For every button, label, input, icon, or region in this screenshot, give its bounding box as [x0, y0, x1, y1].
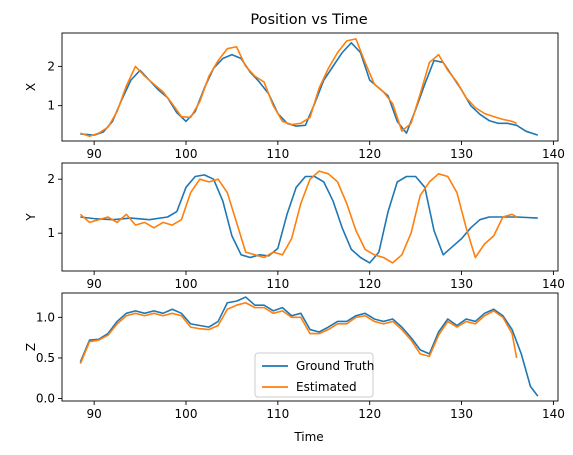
y-tick-label: 1: [47, 99, 55, 113]
series-line-ground-truth: [79, 296, 539, 397]
figure-title: Position vs Time: [250, 12, 367, 28]
y-tick-label: 2: [47, 59, 55, 73]
y-axis-label: Z: [24, 343, 38, 351]
axes-frame: [61, 292, 559, 402]
x-tick-label: 110: [266, 277, 289, 291]
y-tick-label: 1: [47, 226, 55, 240]
x-tick-label: 90: [87, 277, 102, 291]
x-tick-label: 140: [542, 147, 565, 161]
x-tick-label: 90: [87, 407, 102, 421]
x-tick-label: 130: [450, 147, 473, 161]
axes-frame: [61, 32, 559, 142]
y-tick-label: 0.5: [36, 351, 55, 365]
subplot-x: 90 100 110 120 130 140 1 2 X: [24, 32, 565, 161]
x-tick-label: 100: [175, 147, 198, 161]
x-tick-label: 130: [450, 277, 473, 291]
x-tick-label: 110: [266, 407, 289, 421]
subplot-y: 90 100 110 120 130 140 1 2 Y: [24, 162, 565, 291]
series-line-estimated: [79, 170, 518, 264]
y-tick-label: 0.0: [36, 392, 55, 406]
x-tick-label: 100: [175, 407, 198, 421]
legend-box: [254, 352, 374, 398]
series-line-estimated: [80, 38, 517, 138]
x-tick-label: 120: [358, 277, 381, 291]
x-tick-label: 140: [542, 407, 565, 421]
y-axis-label: Y: [24, 213, 38, 222]
subplot-group: 90 100 110 120 130 140 1 2 X 90 100 110 120 130 140 1 2 Y…: [24, 32, 565, 421]
x-tick-label: 130: [450, 407, 473, 421]
series-line-ground-truth: [80, 174, 538, 264]
x-tick-label: 120: [358, 147, 381, 161]
x-tick-label: 110: [266, 147, 289, 161]
x-axis-label: Time: [293, 430, 323, 444]
legend: Ground Truth Estimated: [254, 352, 374, 398]
y-tick-label: 2: [47, 172, 55, 186]
x-tick-label: 140: [542, 277, 565, 291]
y-tick-label: 1.0: [36, 310, 55, 324]
subplot-z: 90 100 110 120 130 140 0.0 0.5 1.0 Z Ground Truth E…: [24, 292, 565, 421]
x-tick-label: 120: [358, 407, 381, 421]
series-line-estimated: [79, 301, 518, 364]
x-tick-label: 100: [175, 277, 198, 291]
legend-entry-label: Estimated: [296, 380, 357, 394]
y-axis-label: X: [24, 83, 38, 91]
axes-frame: [61, 162, 559, 272]
x-tick-label: 90: [87, 147, 102, 161]
legend-entry-label: Ground Truth: [296, 359, 374, 373]
